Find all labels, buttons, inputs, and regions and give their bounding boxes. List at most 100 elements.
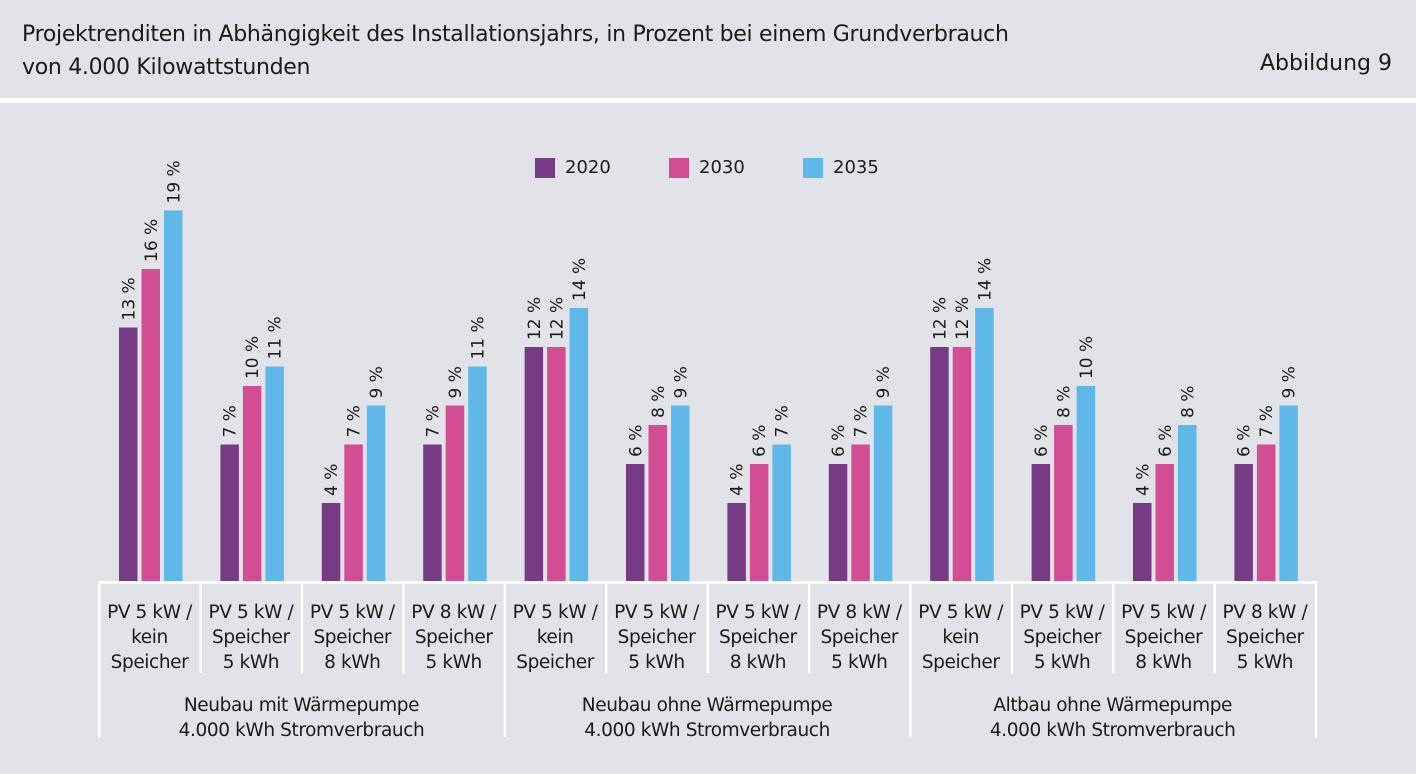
- category-separator: [706, 583, 709, 673]
- category-label-line: Speicher: [921, 652, 1000, 673]
- group-separator: [909, 583, 912, 737]
- category-label: PV 5 kW / Speicher 5 kWh: [200, 600, 301, 675]
- data-label: 10 %: [1077, 336, 1097, 379]
- bar-2020: [930, 347, 949, 581]
- bar-2035: [468, 366, 487, 581]
- bar-2030: [547, 347, 566, 581]
- data-label: 11 %: [468, 316, 488, 359]
- bar-2035: [671, 405, 690, 581]
- category-label-line: Speicher: [313, 627, 392, 648]
- data-label: 4 %: [1133, 464, 1153, 496]
- category-label-line: PV 5 kW /: [208, 602, 294, 623]
- bar-2030: [648, 425, 667, 581]
- category-label-line: PV 8 kW /: [1222, 602, 1308, 623]
- x-axis-line: [99, 581, 1317, 584]
- bar-2035: [569, 308, 589, 581]
- category-label-line: 5 kWh: [1236, 652, 1294, 673]
- category-label-line: 5 kWh: [831, 652, 888, 673]
- category-label-line: 8 kWh: [1135, 652, 1192, 673]
- bar-2030: [749, 464, 769, 581]
- data-label: 12 %: [525, 297, 545, 340]
- legend-swatch: [803, 157, 823, 178]
- data-label: 6 %: [750, 425, 770, 457]
- group-label-line: Neubau mit Wärmepumpe: [183, 695, 420, 716]
- category-label-line: Speicher: [820, 627, 899, 648]
- category-label-line: PV 5 kW /: [715, 602, 801, 623]
- group-label: Neubau ohne Wärmepumpe 4.000 kWh Stromver…: [505, 693, 910, 743]
- category-separator: [402, 583, 405, 673]
- category-label-line: kein: [131, 627, 168, 648]
- category-label-line: Speicher: [1124, 627, 1203, 648]
- legend-item-2030: 2030: [669, 157, 803, 178]
- category-label: PV 5 kW / kein Speicher: [505, 600, 606, 675]
- group-label-line: 4.000 kWh Stromverbrauch: [178, 720, 425, 741]
- bar-2030: [242, 386, 262, 581]
- category-label-line: PV 8 kW /: [816, 602, 902, 623]
- category-label-line: 8 kWh: [324, 652, 381, 673]
- bar-2035: [265, 366, 284, 581]
- data-label: 14 %: [975, 258, 995, 301]
- bar-2035: [1279, 405, 1298, 581]
- legend: 2020 2030 2035: [535, 157, 937, 178]
- legend-swatch: [669, 157, 689, 178]
- bar-2020: [423, 444, 442, 581]
- header-divider: [0, 98, 1416, 103]
- category-label: PV 8 kW / Speicher 5 kWh: [1214, 600, 1315, 675]
- bar-2030: [1155, 464, 1174, 581]
- category-label-line: 5 kWh: [425, 652, 482, 673]
- category-separator: [199, 583, 202, 673]
- category-label-line: PV 5 kW /: [614, 602, 699, 623]
- group-label-line: 4.000 kWh Stromverbrauch: [989, 720, 1236, 741]
- bar-2035: [873, 405, 893, 581]
- group-label: Neubau mit Wärmepumpe 4.000 kWh Stromverb…: [99, 693, 504, 743]
- bar-2020: [1133, 503, 1152, 581]
- data-label: 9 %: [1280, 366, 1300, 398]
- bar-2020: [1234, 464, 1253, 581]
- data-label: 7 %: [345, 405, 365, 437]
- category-label: PV 5 kW / Speicher 8 kWh: [1113, 600, 1214, 675]
- bar-2035: [1076, 386, 1096, 581]
- legend-label: 2030: [699, 157, 745, 178]
- category-label: PV 5 kW / Speicher 5 kWh: [1012, 600, 1113, 675]
- category-label-line: PV 5 kW /: [1121, 602, 1206, 623]
- legend-label: 2035: [833, 157, 879, 178]
- category-label-line: Speicher: [1226, 627, 1304, 648]
- category-separator: [1010, 583, 1014, 673]
- title-line-2: von 4.000 Kilowattstunden: [22, 55, 311, 80]
- category-label-line: 5 kWh: [628, 652, 685, 673]
- bar-2020: [321, 503, 341, 581]
- category-label-line: PV 5 kW /: [918, 602, 1004, 623]
- bar-2030: [344, 444, 363, 581]
- chart-title: Projektrenditen in Abhängigkeit des Inst…: [22, 18, 1009, 84]
- legend-item-2035: 2035: [803, 157, 937, 178]
- data-label: 6 %: [829, 425, 849, 457]
- bar-2020: [524, 347, 544, 581]
- category-label-line: 5 kWh: [222, 652, 280, 673]
- group-label-line: Altbau ohne Wärmepumpe: [993, 695, 1233, 716]
- group-label-line: Neubau ohne Wärmepumpe: [581, 695, 833, 716]
- data-label: 9 %: [671, 366, 691, 398]
- bar-2035: [772, 444, 791, 581]
- bar-2020: [828, 464, 848, 581]
- data-label: 7 %: [1257, 405, 1277, 437]
- data-label: 7 %: [423, 405, 443, 437]
- category-separator: [300, 583, 304, 673]
- data-label: 8 %: [649, 386, 669, 418]
- category-label-line: Speicher: [414, 627, 493, 648]
- category-label: PV 5 kW / Speicher 5 kWh: [606, 600, 707, 675]
- category-label-line: Speicher: [1023, 627, 1101, 648]
- group-separator: [1314, 583, 1318, 737]
- category-label-line: Speicher: [617, 627, 696, 648]
- category-label-line: kein: [536, 627, 574, 648]
- bar-2030: [141, 269, 160, 581]
- data-label: 8 %: [1054, 386, 1074, 418]
- bar-2030: [952, 347, 972, 581]
- data-label: 9 %: [874, 366, 894, 398]
- bar-2035: [164, 210, 183, 581]
- data-label: 6 %: [1156, 425, 1176, 457]
- category-separator: [1213, 583, 1216, 673]
- data-label: 9 %: [367, 366, 387, 398]
- data-label: 9 %: [446, 366, 466, 398]
- data-label: 7 %: [773, 405, 793, 437]
